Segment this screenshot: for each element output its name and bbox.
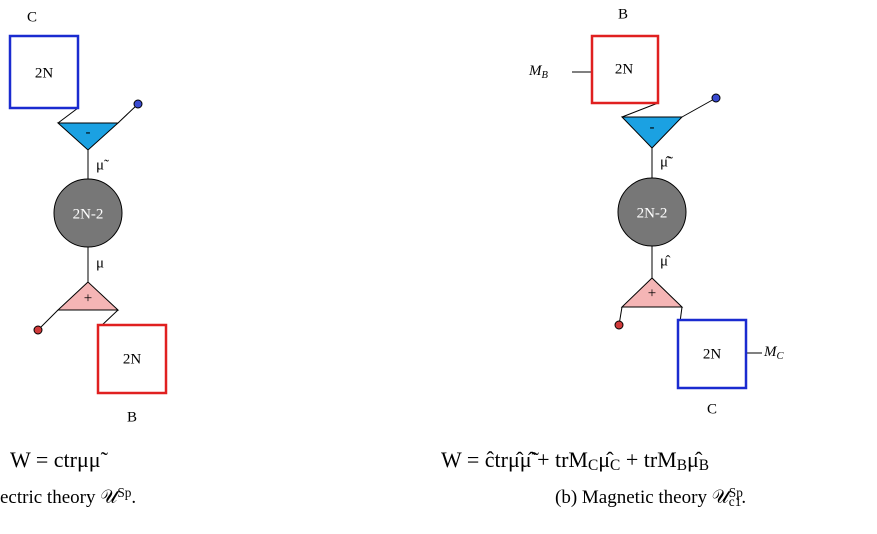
rank: 2N (615, 61, 634, 77)
vertex-sign: - (650, 119, 655, 135)
vertex-sign: - (86, 124, 91, 140)
dot (711, 93, 721, 103)
rank: 2N (123, 351, 142, 367)
subscript: C (610, 457, 620, 474)
caption: (b) Magnetic theory 𝒰Sp c1. (555, 485, 746, 509)
flavor-box (96, 323, 168, 395)
dot (133, 99, 143, 109)
dot (614, 320, 624, 330)
flavor-box (676, 318, 748, 390)
text-run: . (131, 487, 136, 508)
magnetic-quiver: B 2N MB - μ̂̃ 2N-2 μ̂ + 2N MC C W = ĉtrμ… (441, 6, 785, 509)
field-label: μ̂̃ (660, 154, 673, 170)
subscript: B (699, 457, 709, 474)
text-run: M (763, 344, 778, 360)
subscript: C (588, 457, 598, 474)
field-label: μ̂ (660, 253, 671, 269)
electric-quiver: C 2N - μ̃ 2N-2 μ + 2N B W = ctrμμ̃ ectri… (0, 9, 168, 509)
flavor-box (8, 34, 80, 110)
text-run: M (528, 63, 543, 79)
gauge-rank: 2N-2 (73, 206, 104, 222)
rank: 2N (703, 346, 722, 362)
field-label: μ̃ (96, 157, 109, 173)
edge (621, 102, 659, 118)
text-run: ectric theory 𝒰 (0, 487, 120, 508)
edge (117, 103, 139, 124)
text-run: + trM (620, 447, 676, 472)
supscript: Sp (117, 485, 131, 500)
vertex-sign: + (648, 285, 656, 301)
edge (681, 97, 717, 118)
vertex-triangle (56, 122, 120, 151)
rank: 2N (35, 65, 54, 81)
gauge-rank: 2N-2 (637, 205, 668, 221)
subscript: C (777, 351, 785, 362)
flavor-box (590, 34, 660, 105)
text-run: (b) Magnetic theory 𝒰 (555, 487, 732, 508)
edge (57, 107, 79, 124)
mass-label: MB (528, 63, 549, 80)
vertex-triangle (620, 277, 684, 308)
vertex-sign: + (84, 290, 92, 306)
dot (33, 325, 43, 335)
subscript: B (542, 70, 549, 81)
text-run: W = ctrμμ̃ (10, 447, 109, 472)
subscript: c1 (729, 494, 742, 509)
node-label: C (707, 401, 717, 417)
gauge-node (53, 178, 123, 248)
node-label: C (27, 9, 37, 25)
superpotential: W = ctrμμ̃ (10, 447, 109, 472)
node-label: B (127, 409, 137, 425)
field-label: μ (96, 255, 104, 271)
gauge-node (617, 177, 687, 247)
vertex-triangle (56, 281, 120, 311)
supscript: Sp (729, 485, 743, 500)
mass-label: MC (763, 344, 785, 361)
caption: ectric theory 𝒰Sp. (0, 485, 136, 509)
text-run: W = ĉtrμ̂μ̂̃ + trM (441, 447, 588, 472)
text-run: . (741, 487, 746, 508)
node-label: B (618, 6, 628, 22)
subscript: B (677, 457, 687, 474)
edge (37, 309, 59, 331)
superpotential: W = ĉtrμ̂μ̂̃ + trMCμ̂C + trMBμ̂B (441, 447, 709, 474)
vertex-triangle (620, 116, 684, 149)
